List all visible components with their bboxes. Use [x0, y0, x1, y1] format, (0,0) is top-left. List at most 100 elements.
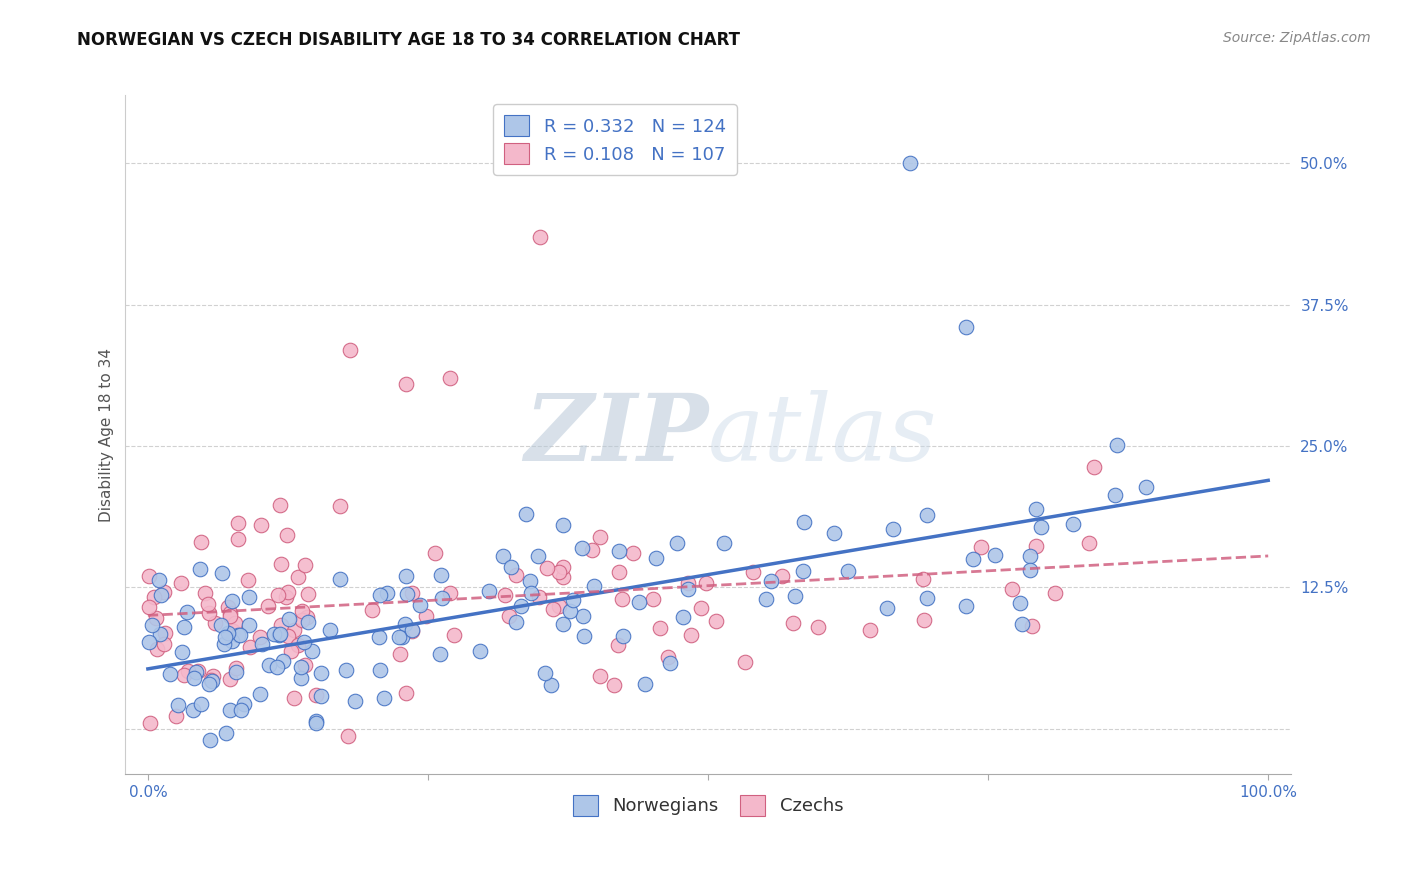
Point [173, 620, 195, 634]
Point [409, 598, 432, 612]
Point [621, 546, 644, 560]
Point [194, 586, 217, 600]
Point [603, 678, 626, 692]
Point [430, 568, 453, 582]
Point [388, 648, 411, 662]
Point [198, 677, 221, 691]
Point [305, 716, 328, 731]
Point [492, 549, 515, 563]
Point [373, 690, 395, 705]
Point [266, 659, 288, 673]
Point [176, 605, 198, 619]
Point [704, 614, 727, 628]
Point [238, 591, 260, 605]
Point [292, 635, 315, 649]
Point [152, 636, 174, 650]
Point [138, 635, 160, 649]
Point [215, 726, 238, 740]
Point [678, 575, 700, 590]
Point [589, 530, 612, 544]
Point [200, 733, 222, 747]
Point [1045, 586, 1067, 600]
Point [551, 569, 574, 583]
Point [225, 665, 247, 680]
Point [287, 570, 309, 584]
Point [198, 606, 221, 620]
Point [305, 714, 328, 728]
Point [336, 729, 359, 743]
Point [793, 516, 815, 530]
Point [221, 594, 243, 608]
Point [143, 591, 166, 605]
Point [666, 536, 689, 550]
Point [401, 623, 423, 637]
Point [239, 640, 262, 655]
Point [657, 650, 679, 665]
Point [295, 610, 318, 624]
Point [519, 586, 541, 600]
Point [375, 586, 398, 600]
Point [1105, 438, 1128, 452]
Point [1019, 549, 1042, 564]
Point [914, 613, 936, 627]
Point [218, 673, 240, 687]
Point [138, 600, 160, 615]
Point [173, 668, 195, 682]
Point [562, 592, 585, 607]
Point [548, 599, 571, 613]
Point [218, 606, 240, 620]
Point [233, 697, 256, 711]
Point [915, 508, 938, 523]
Point [270, 618, 292, 632]
Point [339, 343, 361, 357]
Point [276, 590, 298, 604]
Point [540, 678, 562, 692]
Point [212, 637, 235, 651]
Point [644, 550, 666, 565]
Point [1021, 619, 1043, 633]
Point [138, 569, 160, 583]
Point [201, 674, 224, 689]
Point [505, 615, 527, 629]
Point [415, 609, 437, 624]
Point [305, 688, 328, 702]
Legend: Norwegians, Czechs: Norwegians, Czechs [565, 788, 851, 822]
Point [755, 592, 778, 607]
Point [859, 623, 882, 637]
Point [228, 516, 250, 530]
Text: NORWEGIAN VS CZECH DISABILITY AGE 18 TO 34 CORRELATION CHART: NORWEGIAN VS CZECH DISABILITY AGE 18 TO … [77, 31, 741, 49]
Point [553, 616, 575, 631]
Point [571, 541, 593, 555]
Point [478, 584, 501, 599]
Point [607, 565, 630, 579]
Point [287, 638, 309, 652]
Point [1104, 488, 1126, 502]
Point [955, 320, 977, 334]
Point [344, 694, 367, 708]
Point [290, 660, 312, 674]
Point [689, 601, 711, 615]
Point [1011, 616, 1033, 631]
Point [837, 564, 859, 578]
Point [529, 590, 551, 604]
Point [529, 229, 551, 244]
Point [807, 620, 830, 634]
Point [360, 603, 382, 617]
Point [430, 591, 453, 605]
Point [149, 588, 172, 602]
Point [643, 592, 665, 607]
Point [658, 657, 681, 671]
Point [785, 589, 807, 603]
Point [734, 655, 756, 669]
Point [290, 671, 312, 685]
Point [153, 585, 176, 599]
Text: Source: ZipAtlas.com: Source: ZipAtlas.com [1223, 31, 1371, 45]
Point [1135, 480, 1157, 494]
Point [291, 613, 314, 627]
Point [263, 626, 285, 640]
Point [200, 673, 222, 687]
Point [368, 663, 391, 677]
Point [309, 690, 332, 704]
Point [494, 588, 516, 602]
Point [187, 664, 209, 678]
